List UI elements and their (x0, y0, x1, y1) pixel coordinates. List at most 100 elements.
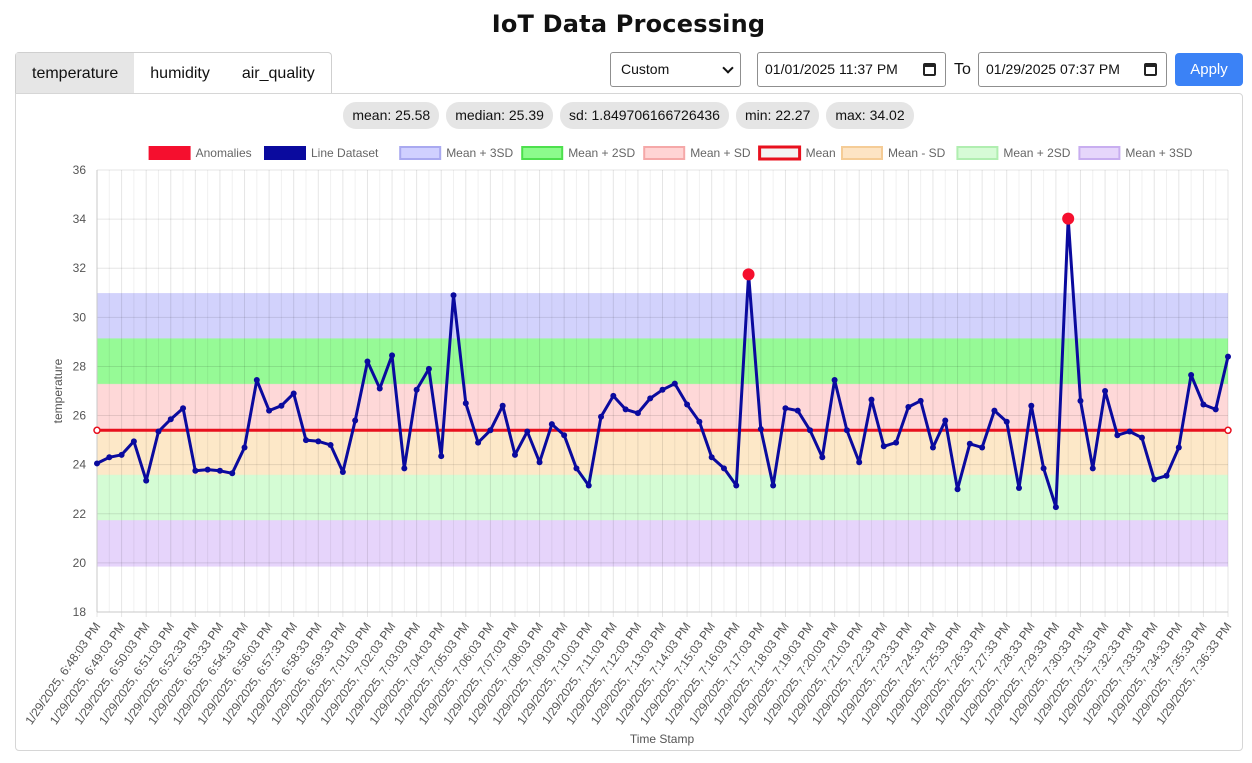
legend-label[interactable]: Mean + SD (690, 146, 751, 160)
data-point[interactable] (548, 421, 555, 428)
data-point[interactable] (647, 395, 654, 402)
data-point[interactable] (1016, 484, 1023, 491)
data-point[interactable] (671, 380, 678, 387)
data-point[interactable] (143, 477, 150, 484)
data-point[interactable] (180, 405, 187, 412)
data-point[interactable] (868, 396, 875, 403)
data-point[interactable] (966, 440, 973, 447)
data-point[interactable] (241, 444, 248, 451)
legend-label[interactable]: Mean - SD (888, 146, 946, 160)
data-point[interactable] (278, 402, 285, 409)
data-point[interactable] (450, 292, 457, 299)
data-point[interactable] (782, 405, 789, 412)
data-point[interactable] (475, 439, 482, 446)
data-point[interactable] (167, 416, 174, 423)
data-point[interactable] (302, 437, 309, 444)
data-point[interactable] (462, 400, 469, 407)
apply-button[interactable]: Apply (1175, 53, 1243, 86)
data-point[interactable] (487, 427, 494, 434)
data-point[interactable] (794, 407, 801, 414)
data-point[interactable] (1003, 418, 1010, 425)
data-point[interactable] (831, 376, 838, 383)
data-point[interactable] (979, 444, 986, 451)
data-point[interactable] (425, 365, 432, 372)
data-point[interactable] (253, 376, 260, 383)
calendar-icon[interactable] (1144, 63, 1157, 76)
data-point[interactable] (1052, 504, 1059, 511)
data-point[interactable] (880, 443, 887, 450)
data-point[interactable] (1175, 444, 1182, 451)
data-point[interactable] (1151, 476, 1158, 483)
data-point[interactable] (598, 413, 605, 420)
range-select[interactable]: Custom (610, 52, 741, 87)
data-point[interactable] (1040, 465, 1047, 472)
data-point[interactable] (720, 465, 727, 472)
data-point[interactable] (1138, 434, 1145, 441)
data-point[interactable] (94, 460, 100, 467)
date-from-input[interactable]: 01/01/2025 11:37 PM (757, 52, 946, 87)
data-point[interactable] (327, 442, 334, 449)
data-point[interactable] (511, 451, 518, 458)
calendar-icon[interactable] (923, 63, 936, 76)
legend-label[interactable]: Mean + 3SD (1125, 146, 1192, 160)
legend-label[interactable]: Line Dataset (311, 146, 379, 160)
data-point[interactable] (1077, 397, 1084, 404)
data-point[interactable] (856, 459, 863, 466)
data-point[interactable] (536, 459, 543, 466)
data-point[interactable] (155, 428, 162, 435)
data-point[interactable] (954, 486, 961, 493)
data-point[interactable] (622, 406, 629, 413)
data-point[interactable] (290, 390, 297, 397)
data-point[interactable] (499, 402, 506, 409)
data-point[interactable] (1126, 428, 1133, 435)
data-point[interactable] (942, 417, 949, 424)
tab-temperature[interactable]: temperature (16, 53, 135, 93)
data-point[interactable] (364, 358, 371, 365)
data-point[interactable] (819, 454, 826, 461)
data-point[interactable] (118, 451, 125, 458)
data-point[interactable] (376, 385, 383, 392)
data-point[interactable] (389, 352, 396, 359)
data-point[interactable] (929, 444, 936, 451)
data-point[interactable] (807, 427, 814, 434)
date-to-input[interactable]: 01/29/2025 07:37 PM (978, 52, 1167, 87)
data-point[interactable] (106, 454, 113, 461)
data-point[interactable] (204, 466, 211, 473)
data-point[interactable] (585, 482, 592, 489)
data-point[interactable] (438, 453, 445, 460)
data-point[interactable] (733, 482, 740, 489)
legend-label[interactable]: Anomalies (196, 146, 252, 160)
data-point[interactable] (708, 454, 715, 461)
data-point[interactable] (1089, 465, 1096, 472)
data-point[interactable] (917, 397, 924, 404)
data-point[interactable] (905, 403, 912, 410)
data-point[interactable] (684, 401, 691, 408)
data-point[interactable] (1102, 388, 1109, 394)
data-point[interactable] (991, 407, 998, 414)
data-point[interactable] (524, 428, 531, 435)
data-point[interactable] (1200, 401, 1207, 408)
data-point[interactable] (659, 386, 666, 393)
data-point[interactable] (757, 426, 764, 433)
data-point[interactable] (315, 438, 322, 445)
legend-label[interactable]: Mean (806, 146, 836, 160)
legend-label[interactable]: Mean + 3SD (446, 146, 513, 160)
legend-label[interactable]: Mean + 2SD (1003, 146, 1070, 160)
anomaly-point[interactable] (1062, 212, 1075, 225)
data-point[interactable] (130, 438, 137, 445)
data-point[interactable] (893, 439, 900, 446)
data-point[interactable] (339, 469, 346, 476)
data-point[interactable] (561, 432, 568, 439)
data-point[interactable] (1114, 432, 1121, 439)
anomaly-point[interactable] (742, 268, 755, 281)
data-point[interactable] (229, 470, 236, 477)
data-point[interactable] (1225, 353, 1231, 360)
tab-humidity[interactable]: humidity (150, 65, 210, 82)
data-point[interactable] (770, 482, 777, 489)
legend-label[interactable]: Mean + 2SD (568, 146, 635, 160)
data-point[interactable] (1163, 472, 1170, 479)
tab-air-quality[interactable]: air_quality (241, 65, 315, 82)
data-point[interactable] (1188, 372, 1195, 379)
data-point[interactable] (216, 467, 223, 474)
